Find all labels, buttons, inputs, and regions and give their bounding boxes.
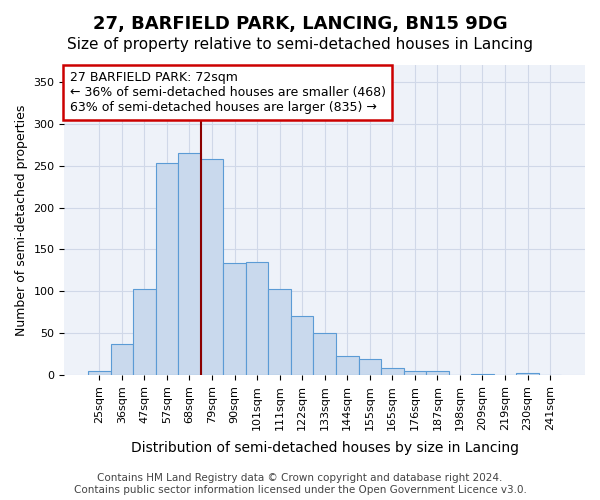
Bar (201, 159, 223, 375)
Bar (381, 368, 404, 375)
Text: Size of property relative to semi-detached houses in Lancing: Size of property relative to semi-detach… (67, 38, 533, 52)
Bar (178, 153, 201, 375)
Bar (110, 344, 133, 375)
Bar (516, 374, 539, 375)
Bar (133, 289, 155, 375)
Text: 27 BARFIELD PARK: 72sqm
← 36% of semi-detached houses are smaller (468)
63% of s: 27 BARFIELD PARK: 72sqm ← 36% of semi-de… (70, 71, 386, 114)
Bar (246, 262, 268, 375)
Bar (155, 163, 178, 375)
Bar (426, 371, 449, 375)
Bar (404, 371, 426, 375)
Bar (313, 334, 336, 375)
Bar (88, 371, 110, 375)
Text: Contains HM Land Registry data © Crown copyright and database right 2024.
Contai: Contains HM Land Registry data © Crown c… (74, 474, 526, 495)
X-axis label: Distribution of semi-detached houses by size in Lancing: Distribution of semi-detached houses by … (131, 441, 519, 455)
Bar (359, 359, 381, 375)
Bar (223, 263, 246, 375)
Bar (268, 289, 291, 375)
Bar (336, 356, 359, 375)
Y-axis label: Number of semi-detached properties: Number of semi-detached properties (15, 104, 28, 336)
Bar (471, 374, 494, 375)
Text: 27, BARFIELD PARK, LANCING, BN15 9DG: 27, BARFIELD PARK, LANCING, BN15 9DG (92, 15, 508, 33)
Bar (291, 316, 313, 375)
